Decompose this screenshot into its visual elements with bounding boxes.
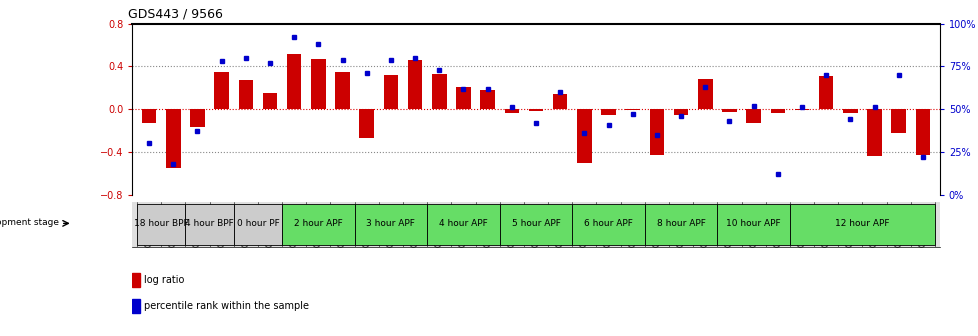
Bar — [142, 109, 156, 123]
Bar — [504, 109, 518, 114]
Bar — [891, 109, 905, 133]
Bar — [914, 109, 929, 155]
Bar — [190, 109, 204, 127]
Text: log ratio: log ratio — [144, 275, 184, 285]
Text: 18 hour BPF: 18 hour BPF — [134, 219, 189, 228]
Bar — [480, 90, 495, 109]
Text: 4 hour BPF: 4 hour BPF — [185, 219, 234, 228]
Text: 5 hour APF: 5 hour APF — [511, 219, 559, 228]
Bar — [722, 109, 736, 113]
Bar — [431, 74, 446, 109]
Bar — [287, 53, 301, 109]
Bar — [697, 79, 712, 109]
Text: percentile rank within the sample: percentile rank within the sample — [144, 301, 309, 311]
Bar — [262, 93, 277, 109]
Bar — [499, 204, 572, 245]
Bar — [132, 299, 139, 313]
Text: 0 hour PF: 0 hour PF — [237, 219, 279, 228]
Bar — [600, 109, 615, 115]
Bar — [553, 94, 567, 109]
Bar — [645, 204, 717, 245]
Text: 12 hour APF: 12 hour APF — [834, 219, 889, 228]
Bar — [239, 80, 253, 109]
Bar — [717, 204, 789, 245]
Bar — [166, 109, 180, 168]
Bar — [673, 109, 688, 115]
Bar — [789, 204, 934, 245]
Bar — [359, 109, 374, 138]
Bar — [334, 72, 349, 109]
Bar — [649, 109, 663, 155]
Text: 2 hour APF: 2 hour APF — [293, 219, 342, 228]
Bar — [311, 59, 326, 109]
Text: 4 hour APF: 4 hour APF — [439, 219, 487, 228]
Bar — [794, 109, 809, 110]
Bar — [867, 109, 881, 156]
Bar — [234, 204, 282, 245]
Bar — [528, 109, 543, 111]
Bar — [576, 109, 591, 163]
Bar — [745, 109, 760, 123]
Bar — [132, 273, 139, 288]
Bar — [625, 109, 640, 110]
Text: 10 hour APF: 10 hour APF — [726, 219, 780, 228]
Bar — [214, 72, 229, 109]
Bar — [572, 204, 645, 245]
Bar — [842, 109, 857, 114]
Bar — [383, 75, 398, 109]
Text: GDS443 / 9566: GDS443 / 9566 — [128, 8, 223, 21]
Bar — [282, 204, 354, 245]
Bar — [770, 109, 784, 114]
Bar — [408, 60, 422, 109]
Bar — [818, 76, 832, 109]
Text: 8 hour APF: 8 hour APF — [656, 219, 705, 228]
Bar — [456, 87, 470, 109]
Text: 6 hour APF: 6 hour APF — [584, 219, 633, 228]
Bar — [185, 204, 234, 245]
Bar — [137, 204, 185, 245]
Text: 3 hour APF: 3 hour APF — [366, 219, 415, 228]
Bar — [354, 204, 426, 245]
Text: development stage: development stage — [0, 217, 60, 226]
Bar — [426, 204, 499, 245]
